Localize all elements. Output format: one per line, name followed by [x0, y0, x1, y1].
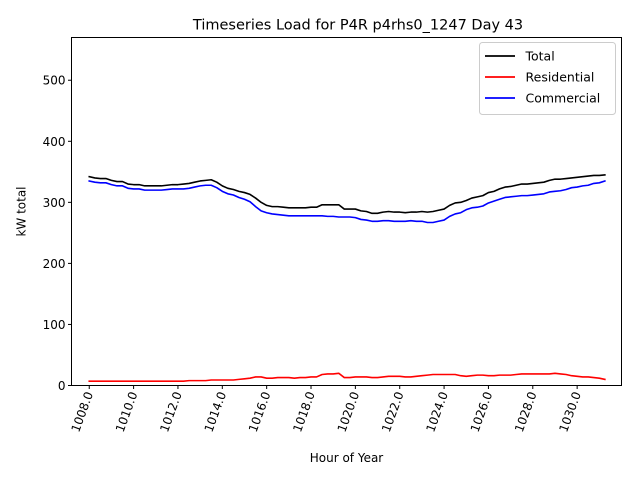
x-tick-label: 1010.0	[113, 390, 141, 434]
series-line-commercial	[88, 179, 606, 224]
x-tick-label: 1016.0	[246, 390, 274, 434]
x-tick-label: 1030.0	[556, 390, 584, 434]
chart-title: Timeseries Load for P4R p4rhs0_1247 Day …	[192, 18, 523, 34]
x-tick-label: 1028.0	[512, 390, 540, 434]
x-tick-label: 1020.0	[335, 390, 363, 434]
series-line-residential	[88, 372, 606, 383]
y-tick-label: 500	[43, 74, 66, 88]
y-tick-label: 200	[43, 257, 66, 271]
y-tick-label: 400	[43, 135, 66, 149]
x-axis: 1008.0 1010.0 1012.0 1014.0 1016.0 1018.0 1020…	[69, 385, 584, 434]
x-tick-label: 1024.0	[423, 390, 451, 434]
x-tick-label: 1014.0	[202, 390, 230, 434]
x-tick-label: 1008.0	[69, 390, 97, 434]
x-tick-label: 1012.0	[157, 390, 185, 434]
y-axis: 0 100 200 300 400 500	[43, 74, 72, 393]
series-group	[88, 173, 606, 383]
y-axis-label: kW total	[15, 186, 29, 236]
legend-label-residential: Residential	[526, 70, 595, 85]
x-tick-label: 1026.0	[468, 390, 496, 434]
y-tick-label: 0	[58, 379, 66, 393]
x-tick-label: 1022.0	[379, 390, 407, 434]
y-tick-label: 100	[43, 318, 66, 332]
y-tick-label: 300	[43, 196, 66, 210]
legend-label-commercial: Commercial	[526, 91, 601, 106]
x-axis-label: Hour of Year	[310, 451, 384, 465]
series-line-total	[88, 173, 606, 215]
legend: Total Residential Commercial	[479, 42, 616, 115]
legend-label-total: Total	[525, 49, 555, 64]
x-tick-label: 1018.0	[290, 390, 318, 434]
legend-box	[479, 42, 616, 115]
